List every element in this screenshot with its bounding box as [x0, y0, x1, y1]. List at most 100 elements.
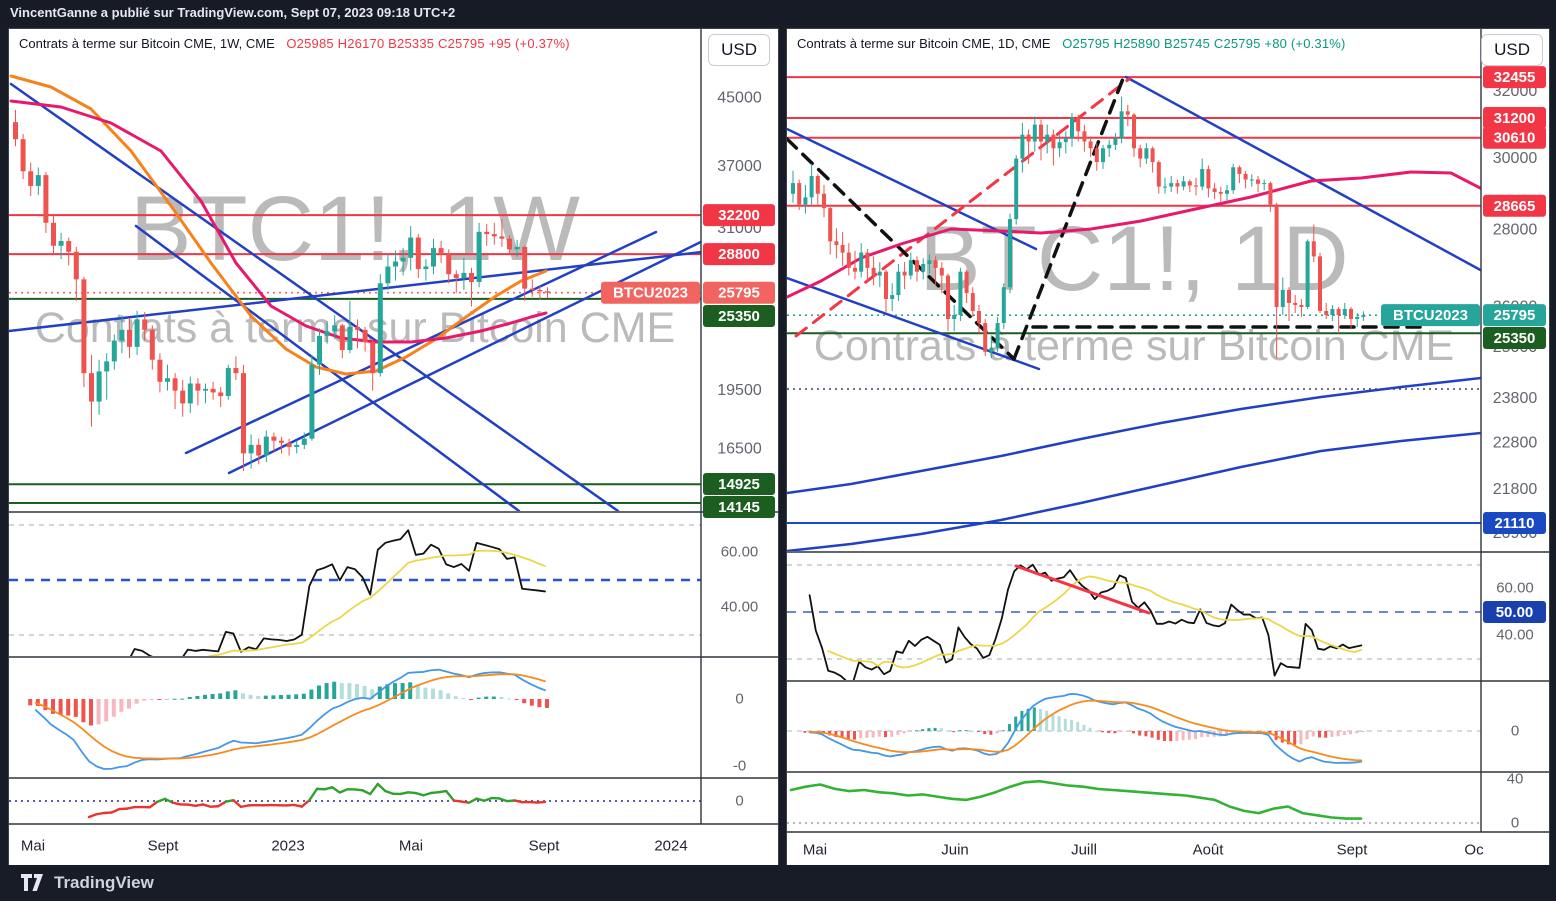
trendline[interactable] [787, 127, 1038, 251]
rsi-line [129, 529, 546, 656]
rsi-line [808, 563, 1363, 680]
daily-chart[interactable]: Contrats à terme sur Bitcoin CME, 1D, CM… [786, 28, 1550, 867]
rsi-trendline[interactable] [1014, 564, 1151, 615]
tradingview-brand-text[interactable]: TradingView [54, 873, 154, 892]
svg-text:14925: 14925 [718, 476, 760, 493]
svg-text:Mai: Mai [21, 838, 45, 855]
svg-text:60.00: 60.00 [1496, 580, 1534, 597]
tradingview-footer: TradingView [0, 865, 1556, 901]
rsi-pane[interactable] [787, 563, 1481, 683]
svg-text:45000: 45000 [717, 89, 762, 106]
svg-text:0: 0 [735, 691, 743, 708]
price-pane[interactable] [9, 74, 711, 511]
trendline[interactable] [787, 276, 1041, 371]
svg-text:Mai: Mai [803, 842, 827, 859]
macd-pane[interactable] [787, 693, 1481, 764]
macd-pane[interactable] [28, 668, 549, 770]
daily-chart-legend: Contrats à terme sur Bitcoin CME, 1D, CM… [797, 36, 1346, 51]
svg-text:30610: 30610 [1494, 130, 1536, 147]
svg-text:25795: 25795 [718, 285, 760, 302]
macd-line [34, 668, 546, 770]
currency-button[interactable]: USD [708, 34, 770, 66]
svg-text:23800: 23800 [1493, 390, 1538, 407]
svg-text:30000: 30000 [1493, 150, 1538, 167]
oscillator-pane[interactable] [9, 782, 701, 819]
ohlc-values: O25795 H25890 B25745 C25795 +80 (+0.31%) [1062, 36, 1346, 51]
trendline[interactable] [184, 230, 658, 455]
weekly-chart-canvas[interactable]: BTC1!, 1W Contrats à terme sur Bitcoin CM… [9, 29, 778, 866]
svg-text:2023: 2023 [271, 838, 304, 855]
svg-text:Juin: Juin [941, 842, 969, 859]
description-watermark: Contrats à terme sur Bitcoin CME [814, 322, 1454, 370]
trendline[interactable] [9, 82, 620, 511]
svg-text:60.00: 60.00 [721, 544, 759, 561]
candles [791, 96, 1366, 359]
symbol-watermark: BTC1!, 1W [130, 178, 580, 280]
currency-button[interactable]: USD [1481, 34, 1543, 66]
adx-line [789, 779, 1363, 820]
svg-text:Sept: Sept [1337, 842, 1369, 859]
svg-text:Sept: Sept [148, 838, 180, 855]
blue-ma-slow [787, 431, 1481, 551]
svg-text:2024: 2024 [654, 838, 687, 855]
svg-text:Mai: Mai [399, 838, 423, 855]
price-pane[interactable] [787, 74, 1486, 551]
publish-info-text: VincentGanne a publié sur TradingView.co… [10, 5, 456, 20]
trendline[interactable] [787, 137, 1016, 361]
svg-text:40.00: 40.00 [721, 599, 759, 616]
svg-text:28800: 28800 [718, 246, 760, 263]
svg-text:Oc: Oc [1464, 842, 1484, 859]
svg-text:28000: 28000 [1493, 222, 1538, 239]
svg-text:16500: 16500 [717, 441, 762, 458]
svg-text:0: 0 [735, 793, 743, 810]
svg-text:25795: 25795 [1494, 307, 1536, 324]
time-axis[interactable]: Mai Juin Juill Août Sept Oc [803, 842, 1484, 859]
macd-signal-line [808, 699, 1363, 762]
svg-text:37000: 37000 [717, 158, 762, 175]
svg-text:0: 0 [1511, 723, 1519, 740]
svg-text:25350: 25350 [1494, 330, 1536, 347]
svg-text:Sept: Sept [529, 838, 561, 855]
tradingview-logo-icon[interactable] [20, 873, 46, 893]
svg-text:50.00: 50.00 [1496, 604, 1534, 621]
svg-text:40.00: 40.00 [1496, 627, 1534, 644]
svg-text:BTCU2023: BTCU2023 [613, 285, 688, 302]
macd-signal-line [34, 673, 546, 760]
candles [13, 109, 550, 471]
svg-text:21800: 21800 [1493, 481, 1538, 498]
trendline[interactable] [1124, 75, 1486, 273]
trendline[interactable] [9, 250, 711, 333]
weekly-chart-legend: Contrats à terme sur Bitcoin CME, 1W, CM… [19, 36, 570, 51]
symbol-description: Contrats à terme sur Bitcoin CME, 1W, CM… [19, 36, 275, 51]
symbol-description: Contrats à terme sur Bitcoin CME, 1D, CM… [797, 36, 1051, 51]
svg-text:19500: 19500 [717, 382, 762, 399]
svg-text:BTCU2023: BTCU2023 [1393, 307, 1468, 324]
svg-text:28665: 28665 [1494, 198, 1536, 215]
price-scale[interactable]: 4500037000310001950016500322002880025350… [601, 89, 775, 810]
svg-text:31200: 31200 [1494, 110, 1536, 127]
weekly-chart[interactable]: Contrats à terme sur Bitcoin CME, 1W, CM… [8, 28, 779, 867]
svg-text:-0: -0 [733, 758, 746, 775]
svg-text:14145: 14145 [718, 499, 760, 516]
publish-info-bar: VincentGanne a publié sur TradingView.co… [0, 0, 1556, 25]
time-axis[interactable]: Mai Sept 2023 Mai Sept 2024 [21, 838, 688, 855]
svg-text:32200: 32200 [718, 207, 760, 224]
svg-text:Juill: Juill [1071, 842, 1097, 859]
svg-text:21110: 21110 [1494, 515, 1534, 532]
trendline[interactable] [227, 237, 711, 475]
rsi-ma-line [827, 575, 1363, 669]
svg-text:25350: 25350 [718, 308, 760, 325]
pink-ma [787, 170, 1481, 299]
rsi-ma-line [206, 549, 546, 656]
svg-text:32455: 32455 [1494, 69, 1536, 86]
oscillator-pane[interactable] [787, 779, 1481, 824]
svg-text:0: 0 [1511, 815, 1519, 832]
ohlc-values: O25985 H26170 B25335 C25795 +95 (+0.37%) [286, 36, 570, 51]
blue-ma-fast [787, 376, 1481, 495]
rsi-pane[interactable] [9, 524, 701, 700]
trendline[interactable] [1012, 74, 1126, 361]
price-scale[interactable]: 3200030000280002600025000238002280021800… [1381, 66, 1546, 832]
macd-line [808, 693, 1363, 764]
svg-text:Août: Août [1193, 842, 1225, 859]
